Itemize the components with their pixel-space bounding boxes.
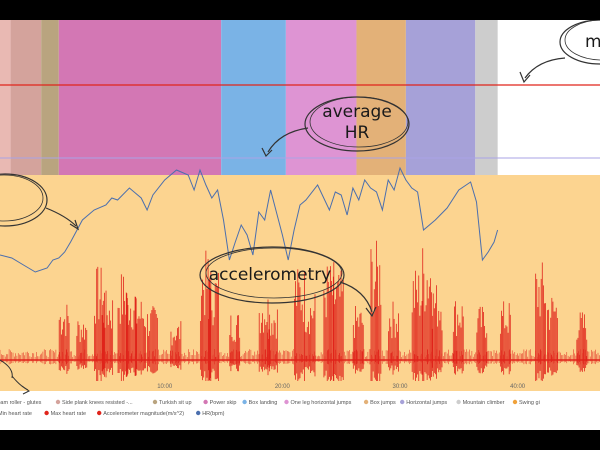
legend-label-4: Box landing — [249, 400, 278, 406]
legend-swatch-8 — [456, 399, 461, 405]
legend-swatch-3 — [196, 410, 201, 416]
x-tick-label-1: 20:00 — [275, 384, 291, 390]
legend-label-0: Min heart rate — [0, 411, 32, 417]
legend-activities: Foam roller - glutes Side plank knees res… — [0, 399, 540, 406]
legend-swatch-2 — [152, 399, 158, 405]
legend-label-3: HR(bpm) — [202, 411, 224, 417]
legend-swatch-5 — [284, 399, 289, 405]
x-axis-ticks: 10:00 20:00 30:00 40:00 — [157, 384, 526, 390]
annotation-average-hr: average HR — [261, 96, 410, 158]
legend-swatch-1 — [55, 399, 61, 405]
x-tick-label-0: 10:00 — [157, 384, 173, 390]
legend-label-6: Box jumps — [370, 400, 396, 406]
legend-swatch-3 — [203, 399, 208, 405]
legend-label-1: Max heart rate — [51, 411, 86, 417]
activity-segment-7 — [405, 20, 476, 175]
annotation-max-partial: m — [519, 20, 600, 84]
activity-heart-rate-chart: 10:00 20:00 30:00 40:00 average HR accelero… — [0, 20, 600, 430]
max-partial-label: m — [585, 32, 600, 52]
x-tick-label-2: 30:00 — [392, 384, 408, 390]
legend-label-3: Power skip — [210, 400, 237, 406]
activity-segment-1 — [10, 20, 42, 175]
legend-series: Min heart rate Max heart rate Acceleromete… — [0, 410, 225, 417]
legend-label-1: Side plank knees resisted -... — [62, 400, 133, 406]
accelerometry-label: accelerometry — [209, 265, 332, 285]
legend-label-0: Foam roller - glutes — [0, 400, 42, 406]
activity-segment-4 — [221, 20, 286, 175]
activity-segment-0 — [0, 20, 11, 175]
legend-swatch-7 — [400, 399, 405, 405]
legend-label-8: Mountain climber — [463, 400, 505, 406]
legend-swatch-4 — [242, 399, 247, 405]
avg-hr-label-line2: HR — [345, 123, 370, 143]
hr-series-line — [0, 166, 499, 273]
x-tick-label-3: 40:00 — [510, 384, 526, 390]
activity-segment-3 — [58, 20, 222, 175]
xaxis-strip — [0, 381, 600, 391]
legend-swatch-9 — [512, 399, 518, 405]
legend-swatch-2 — [97, 410, 102, 416]
legend-label-2: Accelerometer magnitude(m/s^2) — [103, 411, 184, 417]
annotation-accelerometry: accelerometry — [199, 246, 377, 318]
accelerometer-series — [0, 240, 600, 390]
activity-segments — [0, 20, 498, 175]
legend-label-5: One leg horizontal jumps — [291, 400, 352, 406]
avg-hr-label-line1: average — [322, 102, 392, 122]
activity-segment-8 — [475, 20, 498, 175]
legend-swatch-1 — [44, 410, 49, 416]
activity-segment-2 — [41, 20, 59, 175]
legend-swatch-6 — [363, 399, 369, 405]
legend-label-2: Turkish sit up — [159, 400, 192, 406]
annotation-left-partial — [0, 173, 80, 395]
legend-label-7: Horizontal jumps — [406, 400, 447, 406]
legend-label-9: Swing gi — [519, 400, 540, 406]
